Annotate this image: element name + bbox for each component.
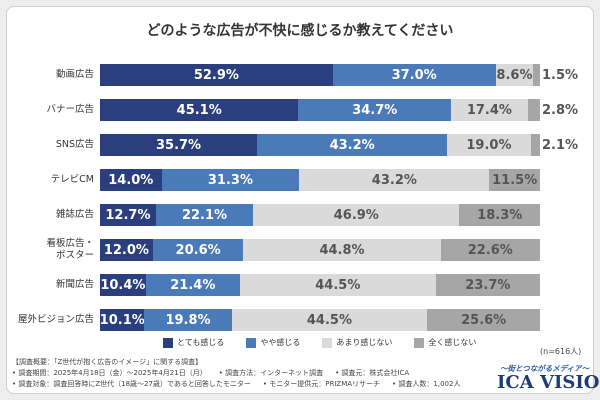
bar-segment (100, 64, 333, 86)
category-label: 看板広告・ ポスター (46, 238, 94, 261)
bar-segment (161, 169, 300, 191)
value-label: 37.0% (391, 67, 437, 83)
legend-swatch (322, 338, 333, 348)
bar-segment (257, 134, 448, 156)
value-label: 18.3% (477, 207, 523, 223)
category-label: 新聞広告 (55, 279, 94, 290)
notes-heading: 【調査概要：「Z世代が抱く広告のイメージ」に関する調査】 (12, 358, 203, 366)
value-label: 22.6% (467, 242, 513, 258)
value-label: 34.7% (352, 102, 398, 118)
value-label: 2.1% (542, 137, 579, 153)
value-label: 20.6% (175, 242, 221, 258)
bar-segment (253, 204, 460, 226)
bar-segment (435, 274, 540, 296)
value-label: 10.1% (99, 312, 145, 328)
legend-label: あまり感じない (336, 338, 393, 347)
value-label: 21.4% (170, 277, 216, 293)
note-item: • 調査対象：調査回答時にZ世代（18歳～27歳）であると回答したモニター (12, 380, 251, 388)
category-label: 動画広告 (55, 69, 94, 80)
logo-tagline: 〜街とつながるメディア〜 (500, 364, 590, 373)
category-label: SNS広告 (55, 139, 94, 150)
bar-segment (100, 169, 162, 191)
legend-swatch (163, 338, 173, 348)
bar-segment (530, 134, 540, 156)
logo: ICA VISION (497, 372, 600, 393)
value-label: 44.8% (319, 242, 365, 258)
note-item: • 調査方法：インターネット調査 (218, 369, 324, 377)
value-label: 44.5% (315, 277, 361, 293)
value-label: 2.8% (542, 102, 579, 118)
bar-segment (299, 169, 490, 191)
category-label: テレビCM (50, 174, 94, 185)
bar-segment (144, 309, 232, 331)
bar-segment (459, 204, 540, 226)
legend-swatch (246, 338, 257, 348)
value-label: 25.6% (461, 312, 507, 328)
value-label: 45.1% (176, 102, 222, 118)
value-label: 23.7% (465, 277, 511, 293)
bar-segment (447, 134, 531, 156)
bar-segment (495, 64, 534, 86)
bar-segment (298, 99, 452, 121)
bar-segment (451, 99, 528, 121)
note-item: • 調査元：株式会社ICA (335, 369, 410, 377)
value-label: 31.3% (207, 172, 253, 188)
bar-segment (231, 309, 428, 331)
bar-segment (100, 239, 153, 261)
bar-segment (100, 274, 146, 296)
value-label: 43.2% (329, 137, 375, 153)
legend-swatch (414, 338, 425, 348)
value-label: 11.5% (492, 172, 538, 188)
value-label: 52.9% (193, 67, 239, 83)
bar-segment (440, 239, 540, 261)
bar-segment (527, 99, 540, 121)
bar-segment (332, 64, 496, 86)
bar-segment (100, 99, 299, 121)
value-label: 12.0% (103, 242, 149, 258)
legend-label: とても感じる (177, 338, 225, 347)
value-label: 17.4% (466, 102, 512, 118)
value-label: 19.8% (165, 312, 211, 328)
note-item: • 調査期間：2025年4月18日（金）～2025年4月21日（月） (12, 369, 207, 377)
value-label: 44.5% (306, 312, 352, 328)
value-label: 10.4% (100, 277, 146, 293)
legend-label: やや感じる (260, 338, 301, 347)
value-label: 35.7% (155, 137, 202, 153)
bar-segment (152, 239, 244, 261)
value-label: 12.7% (105, 207, 151, 223)
bar-segment (100, 134, 258, 156)
category-label: 雑誌広告 (55, 209, 94, 220)
value-label: 1.5% (542, 67, 579, 83)
note-item: • 調査人数：1,002人 (392, 380, 461, 388)
bar-segment (533, 64, 540, 86)
bar-segment (427, 309, 540, 331)
value-label: 22.1% (181, 207, 228, 223)
legend-label: 全く感じない (428, 338, 477, 347)
value-label: 43.2% (371, 172, 417, 188)
bar-segment (239, 274, 436, 296)
category-label: 屋外ビジョン広告 (17, 314, 94, 325)
value-label: 19.0% (466, 137, 512, 153)
sample-note: (n=616人) (540, 347, 582, 356)
bar-segment (100, 204, 156, 226)
bar-segment (489, 169, 540, 191)
bar-segment (155, 204, 254, 226)
value-label: 46.9% (333, 207, 379, 223)
bar-segment (243, 239, 441, 261)
bar-segment (100, 309, 145, 331)
value-label: 8.6% (496, 67, 533, 83)
chart-title: どのような広告が不快に感じるか教えてください (146, 23, 454, 39)
note-item: • モニター提供元：PRIZMAリサーチ (262, 380, 381, 388)
value-label: 14.0% (108, 172, 154, 188)
category-label: バナー広告 (46, 104, 94, 115)
bar-segment (145, 274, 240, 296)
